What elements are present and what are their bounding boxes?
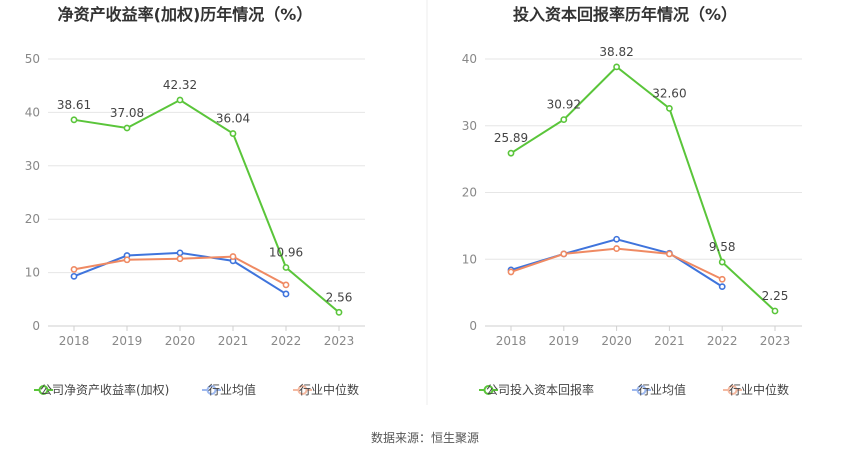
- legend-item[interactable]: 公司投入资本回报率: [479, 382, 594, 397]
- data-point: [507, 268, 515, 276]
- data-label: 2.25: [762, 289, 789, 303]
- x-tick-label: 2020: [165, 334, 196, 348]
- data-point: [70, 272, 78, 280]
- data-point: [176, 255, 184, 263]
- legend-marker: [297, 385, 308, 395]
- series-0: 38.61 37.08 42.32 36.04 10.96 2.56: [57, 78, 353, 316]
- data-point: [771, 307, 779, 315]
- data-source: 数据来源：恒生聚源: [371, 430, 479, 445]
- legend-item[interactable]: 行业中位数: [723, 382, 789, 397]
- series-1: [507, 235, 726, 291]
- series-line: [73, 98, 340, 314]
- series-0: 25.89 30.92 38.82 32.60 9.58 2.25: [494, 45, 789, 315]
- legend-item[interactable]: 行业均值: [632, 382, 686, 397]
- data-label: 32.60: [652, 86, 686, 100]
- x-tick-label: 2018: [496, 334, 527, 348]
- x-tick-label: 2019: [112, 334, 143, 348]
- data-point: [282, 290, 290, 298]
- x-tick-label: 2019: [549, 334, 580, 348]
- y-tick-label: 20: [25, 212, 40, 226]
- y-tick-label: 40: [462, 52, 477, 66]
- data-point: [613, 63, 620, 71]
- data-label: 10.96: [269, 245, 303, 259]
- legend-label: 公司投入资本回报率: [486, 382, 594, 397]
- data-point: [560, 116, 568, 124]
- data-label: 37.08: [110, 106, 144, 120]
- y-tick-label: 10: [25, 266, 40, 280]
- data-point: [229, 130, 237, 137]
- data-point: [123, 256, 131, 264]
- legend-label: 行业中位数: [729, 382, 789, 397]
- y-tick-label: 0: [32, 319, 40, 333]
- x-tick-label: 2023: [324, 334, 355, 348]
- data-point: [335, 308, 343, 316]
- data-point: [70, 265, 78, 273]
- data-point: [282, 281, 290, 289]
- x-tick-label: 2021: [654, 334, 685, 348]
- data-point: [176, 96, 184, 104]
- x-tick-label: 2020: [601, 334, 632, 348]
- legend-item[interactable]: 行业均值: [202, 382, 256, 397]
- legend-item[interactable]: 公司净资产收益率(加权): [34, 382, 169, 397]
- data-point: [229, 253, 237, 260]
- y-tick-label: 30: [462, 119, 477, 133]
- chart-title: 净资产收益率(加权)历年情况（%）: [58, 5, 313, 24]
- chart-title: 投入资本回报率历年情况（%）: [513, 5, 737, 24]
- chart-roe: 净资产收益率(加权)历年情况（%） 0 10 20 30 40 50 2018 2019 2020…: [25, 5, 365, 397]
- x-tick-label: 2021: [218, 334, 249, 348]
- y-tick-label: 0: [469, 319, 477, 333]
- series-2: [507, 245, 726, 283]
- data-point: [613, 235, 620, 243]
- x-tick-label: 2022: [707, 334, 738, 348]
- data-point: [718, 283, 726, 291]
- y-tick-label: 40: [25, 105, 40, 119]
- legend-item[interactable]: 行业中位数: [293, 382, 359, 397]
- data-point: [666, 104, 673, 112]
- data-label: 38.61: [57, 98, 91, 112]
- y-tick-label: 10: [462, 252, 477, 266]
- x-tick-label: 2022: [271, 334, 302, 348]
- data-label: 42.32: [163, 78, 197, 92]
- data-point: [176, 249, 184, 257]
- data-point: [560, 250, 568, 258]
- legend-label: 公司净资产收益率(加权): [40, 382, 169, 397]
- legend-marker: [483, 385, 494, 395]
- x-tick-label: 2023: [760, 334, 791, 348]
- data-label: 25.89: [494, 131, 528, 145]
- legend-marker: [727, 385, 738, 395]
- data-point: [666, 250, 673, 258]
- legend-label: 行业中位数: [299, 382, 359, 397]
- legend-label: 行业均值: [208, 382, 256, 397]
- data-label: 36.04: [216, 112, 250, 126]
- series-2: [70, 253, 290, 289]
- data-point: [613, 245, 620, 252]
- y-tick-label: 20: [462, 186, 477, 200]
- data-point: [507, 149, 515, 157]
- data-point: [70, 116, 78, 124]
- y-tick-label: 30: [25, 159, 40, 173]
- legend-marker: [206, 385, 217, 395]
- data-point: [282, 264, 290, 271]
- data-label: 30.92: [547, 98, 581, 112]
- series-line: [510, 65, 776, 312]
- data-label: 9.58: [709, 240, 736, 254]
- x-tick-label: 2018: [59, 334, 90, 348]
- data-label: 38.82: [599, 45, 633, 59]
- data-point: [123, 124, 131, 132]
- data-label: 2.56: [326, 290, 353, 304]
- legend-label: 行业均值: [638, 382, 686, 397]
- legend-marker: [38, 385, 49, 395]
- series-line: [510, 247, 723, 281]
- data-point: [718, 258, 726, 266]
- chart-roic: 投入资本回报率历年情况（%） 0 10 20 30 40 2018 2019 2020 2021 2…: [462, 5, 802, 397]
- y-tick-label: 50: [25, 52, 40, 66]
- legend-marker: [636, 385, 647, 395]
- data-point: [718, 275, 726, 283]
